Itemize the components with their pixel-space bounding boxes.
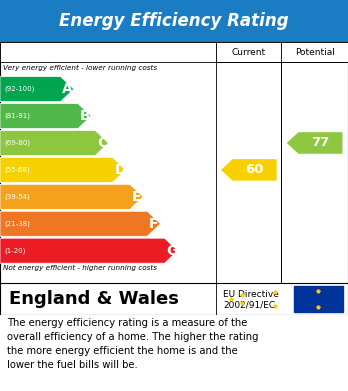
Text: (69-80): (69-80) xyxy=(4,140,30,146)
Polygon shape xyxy=(0,211,160,236)
Text: C: C xyxy=(97,136,107,150)
Text: (55-68): (55-68) xyxy=(4,167,30,173)
Text: Current: Current xyxy=(232,48,266,57)
Polygon shape xyxy=(0,184,143,209)
Polygon shape xyxy=(0,131,109,156)
Text: (92-100): (92-100) xyxy=(4,86,34,92)
Bar xyxy=(216,42,281,63)
Text: (39-54): (39-54) xyxy=(4,194,30,200)
Text: 77: 77 xyxy=(311,136,330,149)
Bar xyxy=(281,42,348,63)
Bar xyxy=(281,63,348,283)
Text: 60: 60 xyxy=(245,163,264,176)
Text: Energy Efficiency Rating: Energy Efficiency Rating xyxy=(59,12,289,30)
Text: Not energy efficient - higher running costs: Not energy efficient - higher running co… xyxy=(3,265,158,271)
Polygon shape xyxy=(0,104,91,129)
Text: (1-20): (1-20) xyxy=(4,248,25,254)
Text: B: B xyxy=(80,109,90,123)
Polygon shape xyxy=(0,158,126,182)
Text: E: E xyxy=(132,190,141,204)
Text: Potential: Potential xyxy=(295,48,334,57)
Polygon shape xyxy=(287,132,342,154)
Text: G: G xyxy=(166,244,177,258)
Bar xyxy=(216,63,281,283)
Text: A: A xyxy=(62,82,73,96)
Bar xyxy=(0,42,216,63)
Polygon shape xyxy=(0,77,74,102)
Text: Very energy efficient - lower running costs: Very energy efficient - lower running co… xyxy=(3,65,158,71)
Polygon shape xyxy=(221,159,277,181)
Text: (81-91): (81-91) xyxy=(4,113,30,119)
Text: EU Directive: EU Directive xyxy=(223,290,279,299)
Text: (21-38): (21-38) xyxy=(4,221,30,227)
Polygon shape xyxy=(0,238,178,263)
Text: England & Wales: England & Wales xyxy=(9,290,179,308)
Text: D: D xyxy=(114,163,126,177)
Text: 2002/91/EC: 2002/91/EC xyxy=(223,301,276,310)
Text: The energy efficiency rating is a measure of the
overall efficiency of a home. T: The energy efficiency rating is a measur… xyxy=(7,318,259,370)
Text: F: F xyxy=(149,217,158,231)
Bar xyxy=(294,286,343,312)
